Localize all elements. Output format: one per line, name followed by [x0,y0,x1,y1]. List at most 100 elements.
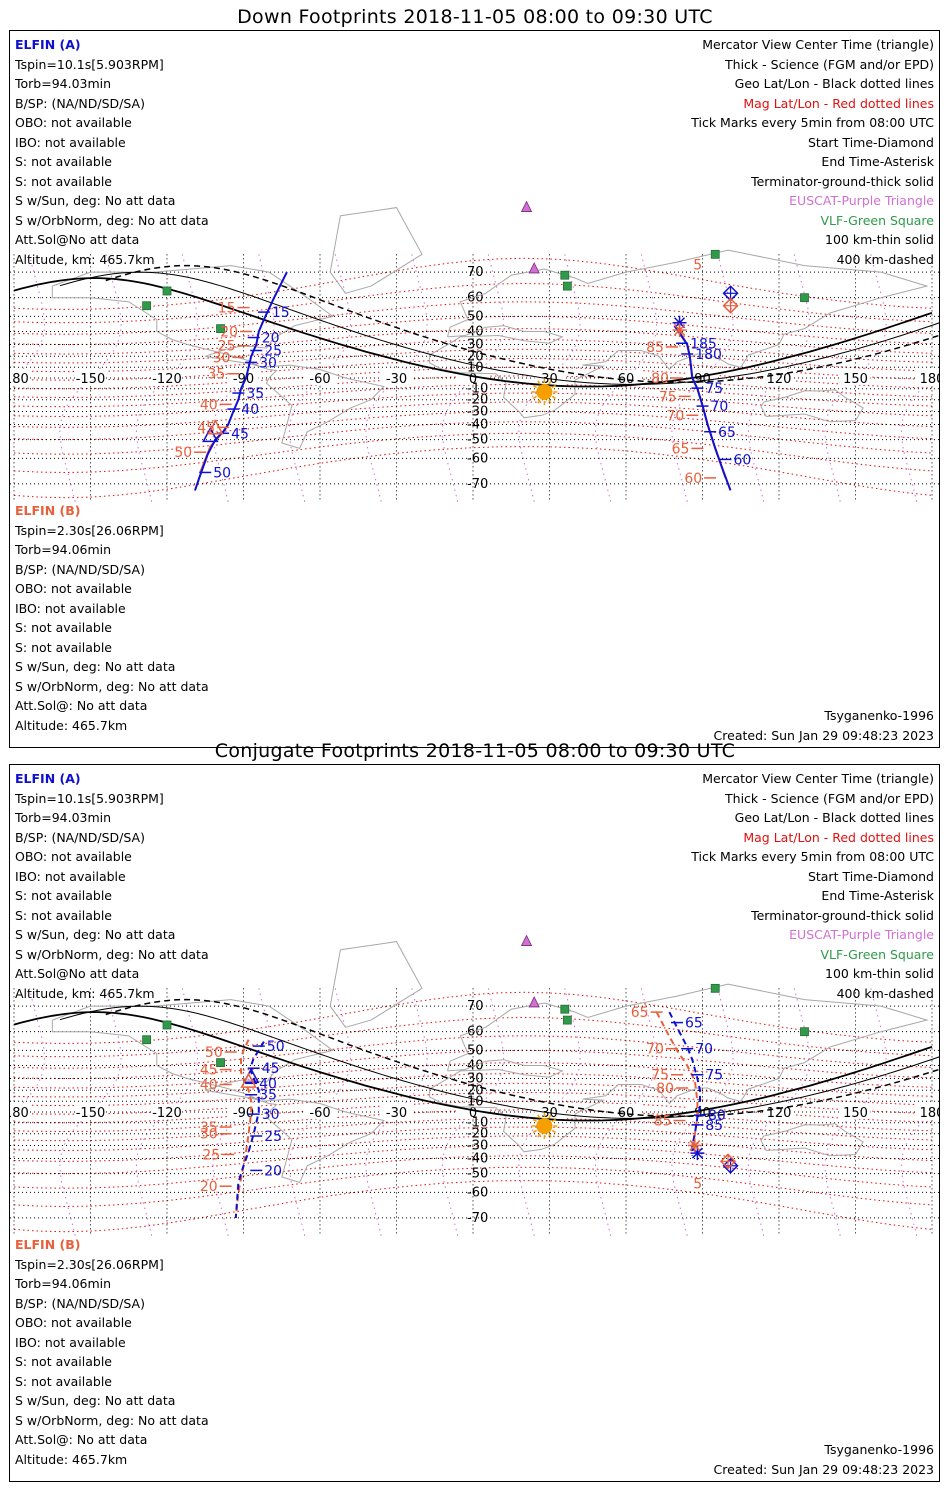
vlf-square [142,1035,152,1045]
elfin-a-alt: Altitude, km: 465.7km [15,985,155,1001]
sun-ray [551,1129,557,1134]
lon-tick-label: 30 [541,1106,558,1121]
elfin-a-tick-label: 35 [246,386,264,402]
elfin-b-tick-label: 35 [200,1120,218,1136]
elfin-b-east-tick-label: 80 [651,371,669,387]
legend-right: Mercator View Center Time (triangle) Thi… [691,35,934,269]
vlf-square [216,1058,225,1068]
sun-icon [536,1117,553,1134]
lon-tick-label: 30 [541,372,558,387]
elfin-a-tick-label: 45 [262,1061,280,1077]
elfin-b-ibo: IBO: not available [15,600,126,616]
elfin-a-tick-label: 25 [264,343,282,359]
elfin-a-worb: S w/OrbNorm, deg: No att data [15,212,209,228]
lon-tick-label: 150 [843,372,868,387]
elfin-b-torb: Torb=94.06min [15,1276,112,1291]
map-frame-conjugate: -180-150-120-90-60-300306090120150180706… [9,764,940,1482]
elfin-b-title: ELFIN (B) [15,503,81,518]
elfin-a-wsun: S w/Sun, deg: No att data [15,193,176,208]
elfin-b-tick-label: 50 [205,1045,223,1061]
elfin-b-worb: S w/OrbNorm, deg: No att data [15,1412,209,1428]
sun-icon [536,383,553,400]
lat-tick-label: 20 [467,349,484,364]
lat-tick-label: 30 [467,337,484,352]
sun-ray [537,399,541,404]
elfin-b-east-tick-label: 85 [646,340,664,356]
elfin-a-east-tick-label: 70 [711,399,729,415]
vlf-square [710,249,720,259]
legend-geo: Geo Lat/Lon - Black dotted lines [734,76,934,91]
elfin-b-s2: S: not available [15,639,112,655]
lon-label-bg [152,370,182,385]
lon-tick-label: -30 [386,372,407,387]
elfin-b-center-triangle [207,419,224,435]
mag-lat-line [13,991,933,1044]
elfin-b-info-2: ELFIN (B) Tspin=2.30s[26.06RPM] Torb=94.… [15,1235,209,1469]
terminator-400km [105,264,939,384]
elfin-a-east-tick-label: 180 [695,347,722,363]
lon-label-bg [10,370,29,385]
legend-100km: 100 km-thin solid [825,232,934,247]
elfin-b-tick-label: 20 [200,1179,218,1195]
lat-tick-label: 30 [467,1071,484,1086]
lon-tick-label: -90 [233,1106,254,1121]
elfin-b-tick-label: 40 [200,397,218,413]
lat-tick-label: 60 [467,291,484,306]
elfin-a-track-west [194,271,288,491]
coastline [429,983,929,1153]
lat-tick-label: -40 [467,1152,488,1167]
terminator-400km [105,998,939,1118]
elfin-b-wsun: S w/Sun, deg: No att data [15,1393,176,1408]
sun-ray [537,380,541,385]
elfin-b-tspin: Tspin=2.30s[26.06RPM] [15,522,164,538]
elfin-b-east-tick-label: 75 [659,389,677,405]
legend-mercator: Mercator View Center Time (triangle) [702,771,934,786]
elfin-b-east-tick-label: 60 [684,471,702,487]
vlf-square [142,301,152,311]
coastline [51,999,385,1184]
elfin-b-tick-label: 35 [207,367,225,383]
lon-tick-label: 0 [469,1106,477,1121]
elfin-b-title: ELFIN (B) [15,1237,81,1252]
lon-tick-label: 150 [843,1106,868,1121]
lat-tick-label: -60 [467,1185,488,1200]
lon-tick-label: 180 [920,1106,940,1121]
mag-lat-line [13,257,933,310]
coastline [429,249,929,419]
created-label: Created: Sun Jan 29 09:48:23 2023 [713,1461,934,1477]
lon-label-bg [764,1104,794,1119]
lat-tick-label: 70 [467,265,484,280]
elfin-a-info: ELFIN (A) Tspin=10.1s[5.903RPM] Torb=94.… [15,35,209,269]
lon-label-bg [75,1104,106,1119]
lon-tick-label: 180 [920,372,940,387]
elfin-b-center-triangle [240,1072,257,1088]
sun-ray [551,395,557,400]
elfin-a-worb: S w/OrbNorm, deg: No att data [15,946,209,962]
elfin-b-alt: Altitude: 465.7km [15,1451,128,1467]
elfin-a-east-tick-label: 75 [705,1068,723,1084]
lon-label-bg [840,370,871,385]
sun-ray [532,1129,537,1134]
mag-lat-line [13,1144,933,1175]
elfin-a-track-west [234,1041,265,1218]
sun-ray [551,1118,557,1123]
coastline [329,941,423,1028]
elfin-a-ibo: IBO: not available [15,868,126,884]
sun-ray [532,384,537,389]
elfin-b-tick-label: 45 [197,420,215,436]
elfin-b-alt: Altitude: 465.7km [15,717,128,733]
elfin-b-ibo: IBO: not available [15,1334,126,1350]
lat-tick-label: -30 [467,1139,488,1154]
elfin-b-track-west [234,1039,253,1219]
lon-tick-label: -60 [309,372,330,387]
legend-vlf: VLF-Green Square [820,946,934,962]
panel-title-down: Down Footprints 2018-11-05 08:00 to 09:3… [237,6,713,28]
lon-label-bg [381,1104,412,1119]
elfin-b-start-diamond [719,1153,737,1170]
elfin-b-attsol: Att.Sol@: No att data [15,1432,148,1447]
sun-ray [537,1114,541,1119]
lon-tick-label: -30 [386,1106,407,1121]
elfin-a-east-tick-label: 70 [695,1042,713,1058]
elfin-a-east-tick-label: 80 [708,1108,726,1124]
mag-lat-line [13,1049,933,1080]
